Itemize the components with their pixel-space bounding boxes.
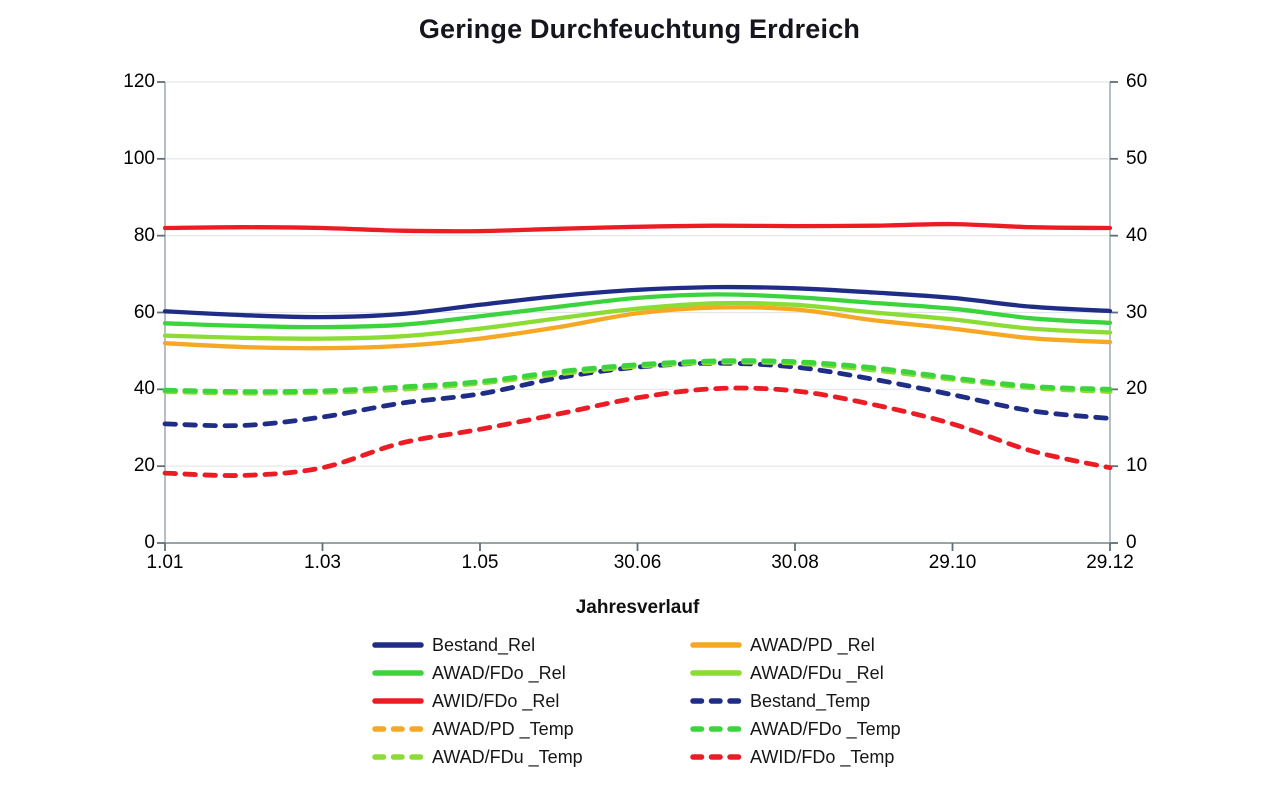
legend-label: AWAD/PD _Rel [750, 634, 875, 655]
y-left-tick-label: 40 [133, 378, 155, 400]
series-awid-fdo-rel [162, 221, 1113, 234]
x-tick-label: 1.03 [304, 552, 341, 573]
x-axis-title: Jahresverlauf [575, 597, 700, 618]
y-left-tick-label: 100 [123, 147, 155, 169]
y-left-tick-label: 20 [133, 455, 155, 477]
legend-label: AWAD/PD _Temp [432, 718, 574, 739]
legend-item: AWAD/PD _Temp [372, 715, 690, 743]
y-right-tick-label: 60 [1126, 71, 1148, 92]
y-right-tick-label: 0 [1126, 532, 1137, 553]
dashed-line-swatch-icon [690, 726, 742, 732]
y-right-tick-label: 10 [1126, 455, 1148, 477]
chart-svg [157, 81, 1118, 551]
legend-label: Bestand_Temp [750, 690, 871, 711]
legend-label: AWID/FDo _Rel [432, 690, 560, 711]
legend-item: AWAD/FDu _Rel [690, 659, 1010, 687]
legend: Bestand_Rel AWAD/PD _Rel AWAD/FDo _Rel AWAD… [372, 631, 1010, 771]
series-awid-fdo-temp [162, 385, 1113, 478]
legend-item: AWAD/FDu _Temp [372, 743, 690, 771]
x-tick-label: 1.01 [146, 552, 184, 573]
series-bestand-temp [162, 360, 1113, 429]
series-awad-pd-rel [162, 305, 1113, 351]
legend-item: Bestand_Rel [372, 631, 690, 659]
x-tick-label: 29.10 [928, 552, 977, 573]
series-awad-fdo-rel [162, 292, 1113, 330]
legend-item: AWID/FDo _Rel [372, 687, 690, 715]
dashed-line-swatch-icon [690, 698, 742, 704]
solid-line-swatch-icon [690, 642, 742, 648]
x-tick-label: 30.08 [771, 552, 819, 573]
y-right-tick-label: 20 [1126, 378, 1148, 400]
legend-label: AWID/FDo _Temp [750, 746, 895, 767]
solid-line-swatch-icon [372, 698, 424, 704]
y-left-tick-label: 120 [123, 71, 155, 92]
x-tick-label: 30.06 [613, 552, 662, 573]
legend-item: AWID/FDo _Temp [690, 743, 1010, 771]
legend-label: AWAD/FDo _Temp [750, 718, 901, 739]
chart-title: Geringe Durchfeuchtung Erdreich [418, 14, 861, 44]
series-bestand-rel [162, 284, 1113, 320]
y-left-tick-label: 80 [133, 224, 155, 246]
y-right-tick-label: 40 [1126, 224, 1148, 246]
legend-label: AWAD/FDo _Rel [432, 662, 566, 683]
series-awad-pd-temp [162, 359, 1113, 395]
solid-line-swatch-icon [690, 670, 742, 676]
y-right-tick-label: 50 [1126, 147, 1148, 169]
series-awad-fdu-rel [162, 300, 1113, 341]
series-awad-fdo-temp [162, 358, 1113, 395]
legend-label: AWAD/FDu _Rel [750, 662, 884, 683]
legend-item: Bestand_Temp [690, 687, 1010, 715]
y-left-tick-label: 60 [133, 301, 155, 323]
solid-line-swatch-icon [372, 642, 424, 648]
legend-item: AWAD/FDo _Rel [372, 659, 690, 687]
dashed-line-swatch-icon [372, 754, 424, 760]
legend-item: AWAD/PD _Rel [690, 631, 1010, 659]
solid-line-swatch-icon [372, 670, 424, 676]
legend-label: Bestand_Rel [432, 634, 536, 655]
y-right-tick-label: 30 [1126, 301, 1148, 323]
y-left-tick-label: 0 [144, 532, 155, 553]
x-tick-label: 1.05 [461, 552, 499, 573]
x-tick-label: 29.12 [1086, 552, 1134, 573]
legend-label: AWAD/FDu _Temp [432, 746, 583, 767]
legend-item: AWAD/FDo _Temp [690, 715, 1010, 743]
dashed-line-swatch-icon [372, 726, 424, 732]
dashed-line-swatch-icon [690, 754, 742, 760]
